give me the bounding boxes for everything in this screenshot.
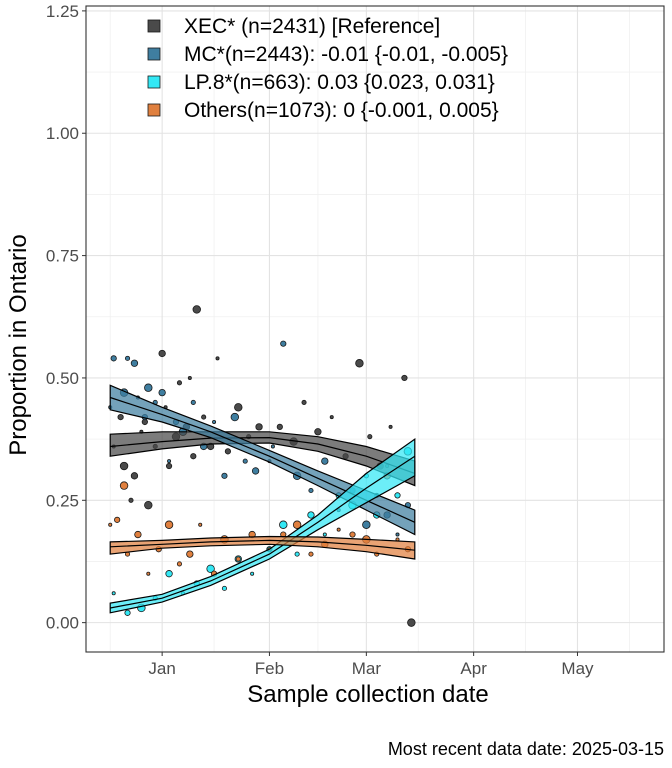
data-point	[111, 591, 116, 596]
data-point	[119, 461, 129, 471]
data-point	[270, 444, 275, 449]
data-point	[307, 511, 315, 519]
data-point	[279, 520, 288, 529]
data-point	[190, 453, 197, 460]
y-tick-label: 0.75	[46, 247, 79, 266]
data-point	[167, 459, 172, 464]
y-tick-label: 1.00	[46, 124, 79, 143]
data-point	[224, 448, 232, 455]
data-point	[130, 359, 139, 367]
x-tick-label: Apr	[460, 659, 487, 678]
data-point	[221, 585, 227, 591]
data-point	[201, 414, 207, 420]
data-point	[192, 305, 201, 314]
data-point	[198, 522, 203, 527]
data-point	[164, 520, 174, 529]
legend-swatch	[147, 47, 161, 61]
data-point	[255, 423, 263, 431]
data-point	[212, 419, 217, 424]
data-point	[110, 355, 117, 362]
data-point	[329, 415, 334, 420]
data-point	[165, 570, 173, 578]
data-point	[134, 530, 142, 539]
data-point	[362, 520, 371, 529]
data-point	[186, 550, 194, 558]
y-tick-label: 0.00	[46, 614, 79, 633]
data-point	[355, 359, 364, 368]
fit-line	[110, 455, 416, 609]
data-point	[165, 462, 173, 470]
data-point	[144, 383, 153, 392]
data-point	[367, 434, 373, 440]
legend-swatch	[147, 103, 161, 117]
confidence-ribbon	[109, 437, 416, 614]
legend-label: Others(n=1073): 0 {-0.001, 0.005}	[184, 99, 499, 122]
data-point	[176, 561, 182, 567]
data-point	[276, 423, 283, 430]
data-point	[206, 564, 215, 574]
data-point	[336, 527, 341, 532]
data-point	[292, 520, 302, 529]
data-point	[128, 497, 134, 503]
x-tick-label: Jan	[148, 659, 175, 678]
data-point	[250, 571, 255, 576]
x-tick-label: Mar	[352, 659, 382, 678]
y-tick-label: 0.50	[46, 369, 79, 388]
plot-border	[85, 5, 665, 653]
data-point	[308, 551, 314, 557]
legend-label: XEC* (n=2431) [Reference]	[184, 15, 440, 38]
data-point	[321, 457, 329, 465]
legend-swatch	[147, 75, 161, 89]
data-point	[158, 349, 166, 358]
data-point	[242, 458, 248, 464]
legend-label: LP.8*(n=663): 0.03 {0.023, 0.031}	[184, 71, 495, 94]
y-tick-label: 1.25	[46, 2, 79, 21]
data-point	[130, 472, 139, 480]
data-point	[308, 487, 314, 494]
confidence-ribbon	[109, 431, 416, 487]
data-point	[395, 532, 400, 537]
legend-label: MC*(n=2443): -0.01 {-0.01, -0.005}	[184, 43, 508, 66]
data-point	[158, 388, 166, 397]
legend-swatch	[147, 19, 161, 33]
data-point	[124, 609, 131, 616]
y-axis-title: Proportion in Ontario	[5, 234, 32, 455]
data-point	[234, 403, 243, 412]
data-point	[114, 516, 121, 523]
data-point	[407, 618, 416, 627]
data-point	[294, 551, 300, 557]
data-point	[119, 481, 129, 490]
x-tick-label: Feb	[255, 659, 284, 678]
data-point	[230, 412, 240, 422]
x-tick-label: May	[561, 659, 594, 678]
data-point	[190, 399, 196, 405]
data-point	[251, 467, 260, 475]
data-point	[187, 375, 192, 380]
data-point	[144, 500, 153, 510]
data-point	[322, 532, 327, 537]
fit-line	[110, 539, 415, 551]
data-point	[124, 355, 131, 361]
data-point	[401, 374, 408, 382]
data-point	[314, 428, 322, 436]
data-point	[176, 380, 182, 386]
fit-line	[110, 436, 416, 474]
data-point	[117, 413, 124, 421]
data-point	[235, 556, 241, 562]
data-point	[280, 340, 287, 347]
y-tick-label: 0.25	[46, 491, 79, 510]
data-point	[108, 522, 113, 527]
data-point	[349, 531, 356, 538]
x-axis-title: Sample collection date	[247, 681, 488, 708]
data-point	[221, 472, 228, 479]
data-point	[146, 571, 151, 576]
data-point	[394, 492, 401, 499]
caption-data-date: Most recent data date: 2025-03-15	[388, 739, 664, 759]
data-point	[215, 356, 220, 361]
data-point	[301, 399, 307, 405]
confidence-ribbon	[109, 535, 416, 560]
data-point	[388, 424, 393, 429]
